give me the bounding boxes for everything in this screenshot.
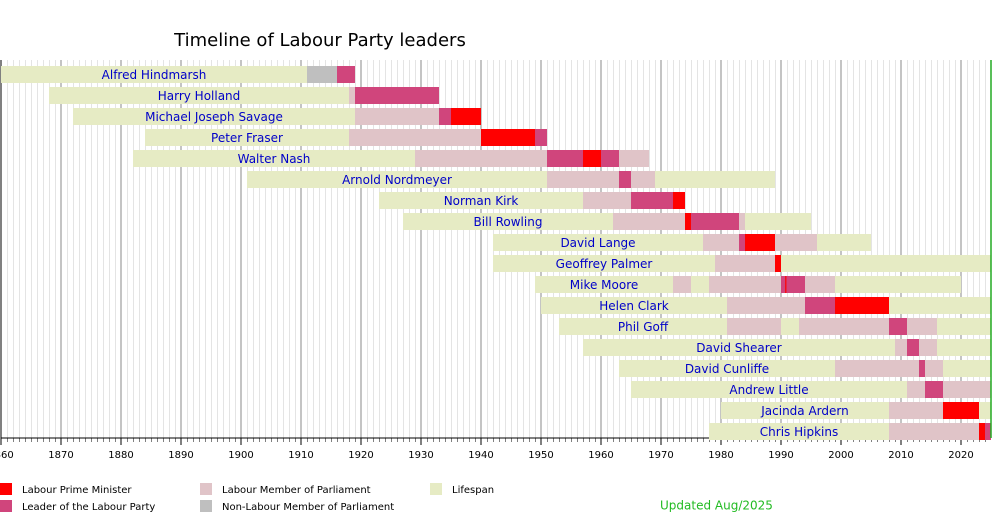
leader-name: Andrew Little: [729, 383, 808, 397]
x-tick-label: 1960: [588, 450, 613, 461]
leader-name: Jacinda Ardern: [760, 404, 848, 418]
legend-swatch: [200, 500, 212, 512]
segment: [709, 276, 835, 293]
legend-swatch: [200, 483, 212, 495]
x-tick-label: 2020: [948, 450, 973, 461]
leader-name: Phil Goff: [618, 320, 669, 334]
segment: [715, 255, 781, 272]
leader-name: Walter Nash: [238, 152, 311, 166]
x-tick-label: 2000: [828, 450, 853, 461]
legend-swatch: [430, 483, 442, 495]
segment: [835, 360, 943, 377]
segment: [685, 213, 739, 230]
leader-name: Arnold Nordmeyer: [342, 173, 452, 187]
chart-title: Timeline of Labour Party leaders: [173, 30, 466, 51]
segment: [835, 297, 889, 314]
segment: [889, 423, 991, 440]
leader-name: Norman Kirk: [444, 194, 519, 208]
leader-name: Chris Hipkins: [760, 425, 838, 439]
segment: [337, 66, 355, 83]
segment: [583, 339, 991, 356]
segment: [799, 318, 937, 335]
leader-name: Michael Joseph Savage: [145, 110, 283, 124]
segment: [907, 339, 919, 356]
segment: [745, 234, 775, 251]
leader-name: Alfred Hindmarsh: [102, 68, 207, 82]
segment: [673, 192, 685, 209]
x-tick-label: 1950: [528, 450, 553, 461]
segment: [631, 381, 991, 398]
segment: [631, 192, 685, 209]
segment: [307, 66, 337, 83]
legend-label: Non-Labour Member of Parliament: [222, 502, 394, 513]
segment: [403, 213, 811, 230]
legend-label: Labour Prime Minister: [22, 485, 132, 496]
leader-name: David Cunliffe: [685, 362, 769, 376]
segment: [925, 381, 943, 398]
legend-label: Leader of the Labour Party: [22, 502, 155, 513]
x-tick-label: 1980: [708, 450, 733, 461]
segment: [775, 255, 781, 272]
leader-name: Bill Rowling: [474, 215, 543, 229]
segment: [781, 276, 805, 293]
x-tick-label: 2010: [888, 450, 913, 461]
segment: [49, 87, 439, 104]
leader-name: David Shearer: [696, 341, 781, 355]
segment: [889, 318, 907, 335]
segment: [673, 276, 691, 293]
leader-name: Helen Clark: [599, 299, 669, 313]
segment: [355, 87, 439, 104]
segment: [907, 381, 991, 398]
segment: [919, 360, 925, 377]
segment: [481, 129, 535, 146]
x-tick-label: 1860: [0, 450, 14, 461]
x-tick-label: 1930: [408, 450, 433, 461]
legend-swatch: [0, 500, 12, 512]
segment: [727, 318, 781, 335]
x-tick-label: 1880: [108, 450, 133, 461]
x-tick-label: 1940: [468, 450, 493, 461]
segment: [547, 171, 655, 188]
x-tick-label: 1900: [228, 450, 253, 461]
segment: [619, 171, 631, 188]
segment: [979, 423, 985, 440]
leader-name: Geoffrey Palmer: [556, 257, 653, 271]
segment: [943, 402, 979, 419]
segment: [247, 171, 775, 188]
legend-label: Lifespan: [452, 485, 494, 496]
x-tick-label: 1870: [48, 450, 73, 461]
leader-name: Peter Fraser: [211, 131, 283, 145]
segment: [1, 66, 355, 83]
x-tick-label: 1990: [768, 450, 793, 461]
segment: [583, 150, 601, 167]
segment: [685, 213, 691, 230]
x-tick-label: 1920: [348, 450, 373, 461]
segment: [785, 276, 787, 293]
legend-label: Labour Member of Parliament: [222, 485, 371, 496]
annotation: Updated Aug/2025: [660, 499, 773, 513]
x-tick-label: 1890: [168, 450, 193, 461]
segment: [451, 108, 481, 125]
leader-name: Harry Holland: [158, 89, 241, 103]
leader-name: Mike Moore: [570, 278, 639, 292]
leader-name: David Lange: [560, 236, 635, 250]
legend-swatch: [0, 483, 12, 495]
minor-ticks: [1, 438, 991, 442]
x-tick-label: 1910: [288, 450, 313, 461]
x-tick-label: 1970: [648, 450, 673, 461]
